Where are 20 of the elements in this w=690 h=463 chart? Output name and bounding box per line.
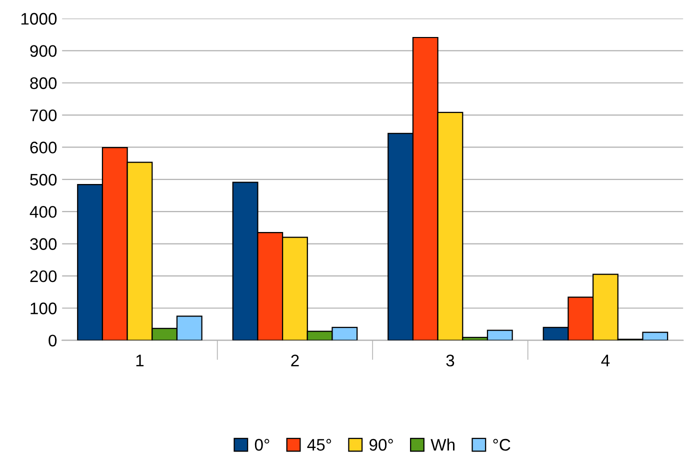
- x-tick-label: 2: [291, 354, 299, 366]
- y-tick-label: 200: [30, 270, 57, 282]
- y-tick-label: 900: [30, 45, 57, 57]
- legend-label: Wh: [430, 438, 454, 451]
- y-tick-label: 300: [30, 238, 57, 250]
- y-tick-label: 400: [30, 206, 57, 218]
- legend-label: 90°: [369, 438, 393, 451]
- y-tick-label: 700: [30, 109, 57, 122]
- y-tick-label: 0: [48, 334, 57, 347]
- y-tick-label: 1000: [21, 12, 57, 25]
- y-tick-label: 500: [30, 174, 57, 186]
- x-tick-label: 4: [601, 354, 610, 366]
- x-tick-label: 3: [446, 354, 454, 366]
- legend-label: 45°: [307, 438, 332, 451]
- y-tick-label: 800: [30, 77, 57, 90]
- y-tick-label: 100: [30, 302, 57, 314]
- y-tick-label: 600: [30, 142, 57, 154]
- legend-label: °C: [493, 438, 510, 451]
- legend-label: 0°: [254, 438, 270, 451]
- x-tick-label: 1: [136, 354, 144, 366]
